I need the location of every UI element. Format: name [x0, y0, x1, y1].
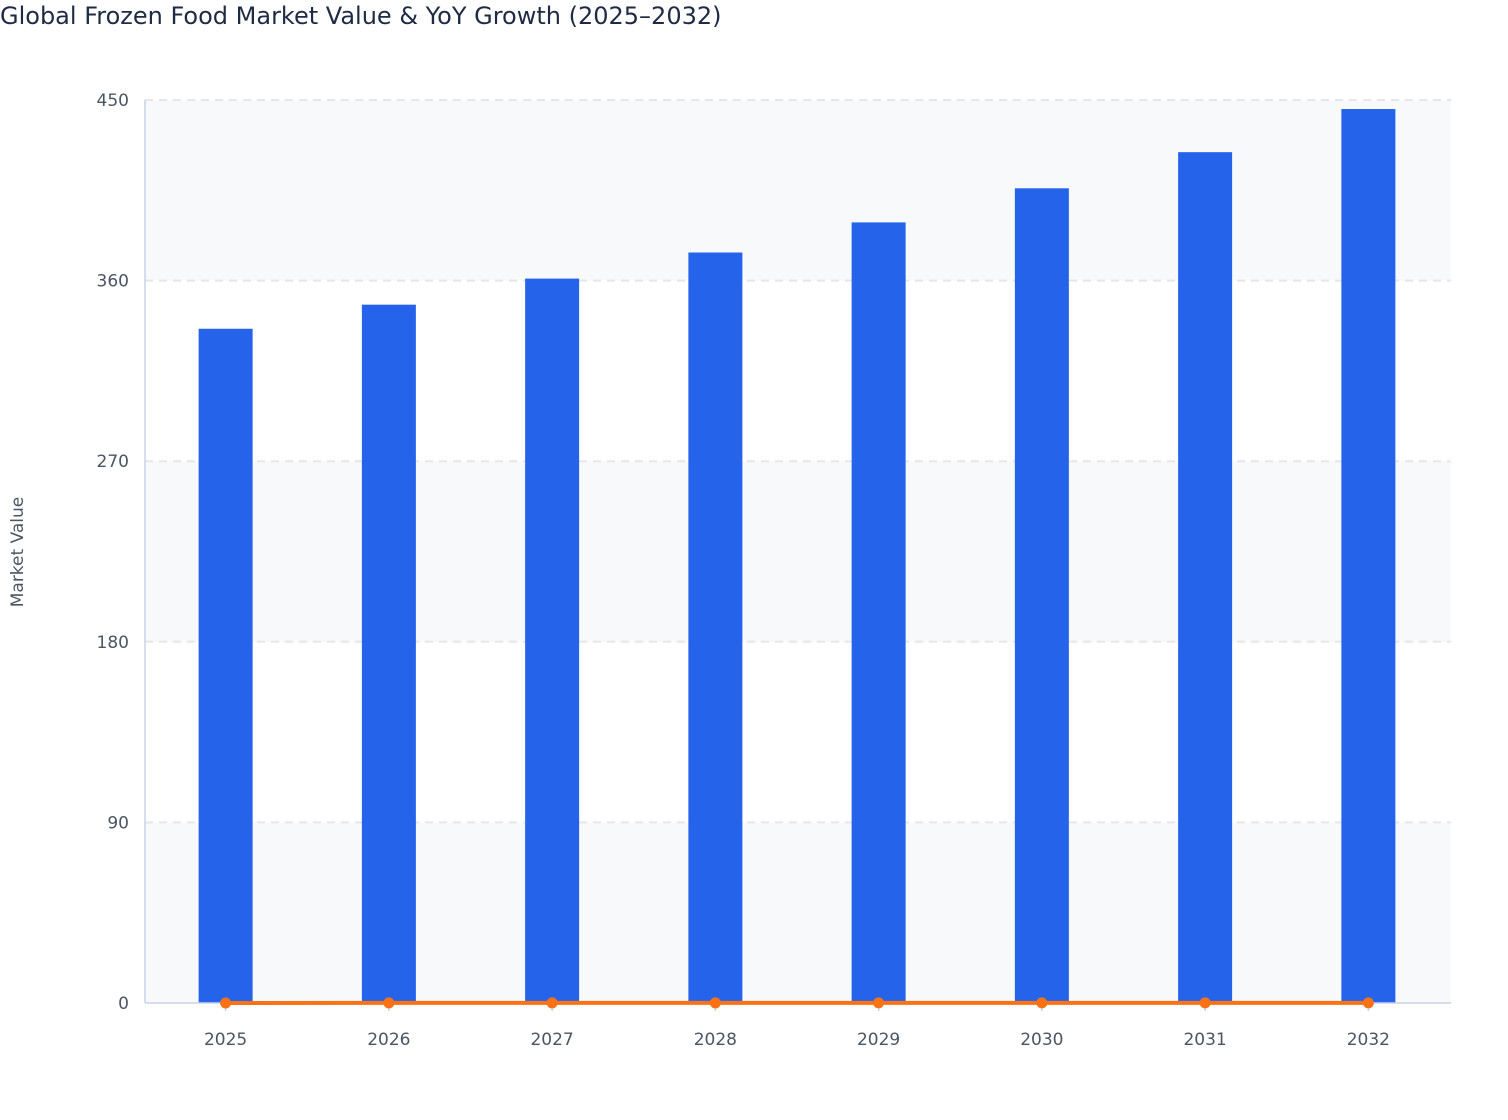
growth-point-2028 — [709, 997, 721, 1009]
chart-title: Global Frozen Food Market Value & YoY Gr… — [0, 2, 722, 30]
x-tick-label: 2027 — [530, 1030, 573, 1050]
y-tick-label: 90 — [107, 813, 129, 833]
x-tick-label: 2032 — [1347, 1030, 1390, 1050]
bar-2031 — [1178, 152, 1233, 1003]
plot-band — [145, 461, 1451, 642]
growth-point-2029 — [873, 997, 885, 1009]
y-tick-label: 360 — [97, 272, 129, 292]
x-tick-label: 2025 — [204, 1030, 247, 1050]
growth-point-2026 — [383, 997, 395, 1009]
plot-band — [145, 100, 1451, 281]
x-tick-label: 2029 — [857, 1030, 900, 1050]
bar-2027 — [525, 278, 580, 1003]
bar-2030 — [1014, 188, 1069, 1003]
bar-2025 — [198, 328, 253, 1003]
bar-2028 — [688, 252, 743, 1004]
x-tick-label: 2028 — [694, 1030, 737, 1050]
growth-point-2025 — [220, 997, 232, 1009]
y-tick-label: 0 — [118, 994, 129, 1014]
y-axis-label: Market Value — [8, 497, 28, 608]
bar-2032 — [1341, 109, 1396, 1003]
x-tick-label: 2031 — [1183, 1030, 1226, 1050]
growth-point-2027 — [546, 997, 558, 1009]
y-tick-label: 180 — [97, 633, 129, 653]
y-tick-label: 450 — [97, 91, 129, 111]
y-tick-label: 270 — [97, 452, 129, 472]
growth-point-2030 — [1036, 997, 1048, 1009]
bar-2029 — [851, 222, 906, 1003]
x-tick-label: 2026 — [367, 1030, 410, 1050]
growth-point-2031 — [1199, 997, 1211, 1009]
plot-band — [145, 822, 1451, 1003]
growth-point-2032 — [1362, 997, 1374, 1009]
x-tick-label: 2030 — [1020, 1030, 1063, 1050]
bar-2026 — [361, 304, 416, 1003]
